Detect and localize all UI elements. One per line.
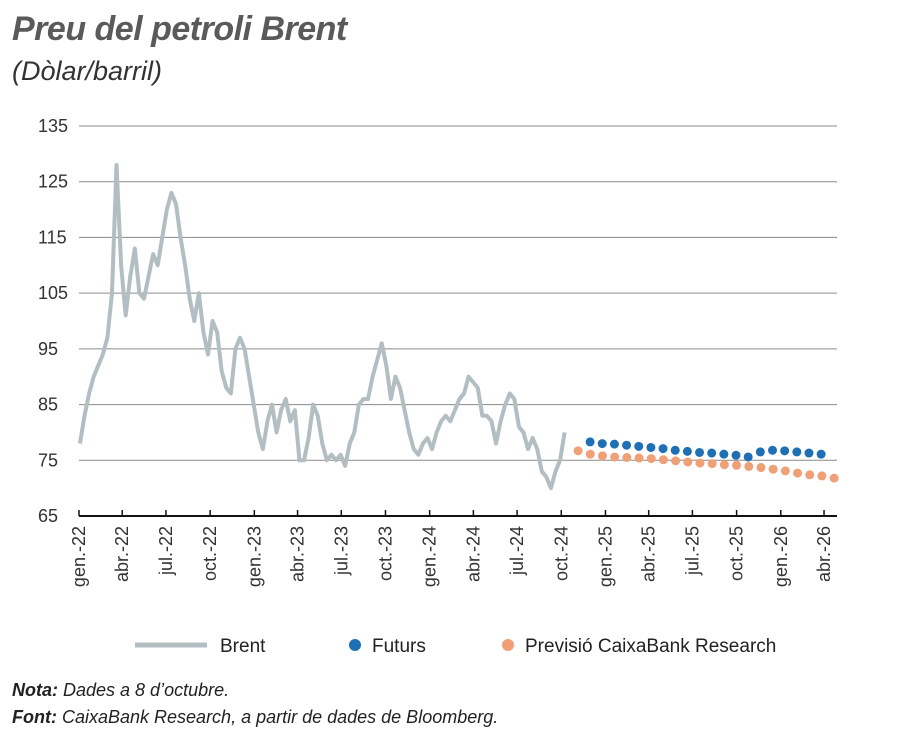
x-tick-label: gen.-24 <box>420 526 440 587</box>
series-point-previsio <box>793 468 803 478</box>
series-point-previsio <box>658 455 668 465</box>
series-point-previsio <box>671 456 681 466</box>
series-point-futurs <box>646 442 656 452</box>
series-point-futurs <box>622 440 632 450</box>
series-point-previsio <box>622 453 632 462</box>
series-point-futurs <box>816 449 826 459</box>
series-brent-line <box>77 163 567 491</box>
series-point-futurs <box>634 441 644 451</box>
source-text: CaixaBank Research, a partir de dades de… <box>56 707 499 727</box>
y-tick-label: 135 <box>38 116 68 136</box>
series-point-futurs <box>768 445 778 455</box>
series-point-previsio <box>817 471 827 481</box>
x-tick-label: abr.-26 <box>814 526 834 582</box>
series-point-futurs <box>682 446 692 456</box>
series-point-futurs <box>609 439 619 449</box>
x-tick-label: abr.-24 <box>463 526 483 582</box>
y-tick-label: 105 <box>38 283 68 303</box>
series-point-futurs <box>719 449 729 459</box>
series-point-futurs <box>804 448 814 458</box>
chart-title: Preu del petroli Brent <box>12 10 347 48</box>
series-point-previsio <box>707 459 717 469</box>
series-point-futurs <box>755 447 765 457</box>
x-tick-label: gen.-26 <box>771 526 791 587</box>
x-tick-label: gen.-23 <box>244 526 264 587</box>
series-point-previsio <box>756 463 766 473</box>
x-tick-label: jul.-24 <box>507 526 527 576</box>
series-point-futurs <box>585 437 595 447</box>
legend-label: Futurs <box>372 636 426 657</box>
source-label: Font: <box>12 707 57 727</box>
y-tick-label: 75 <box>38 450 58 470</box>
series-point-futurs <box>780 446 790 456</box>
y-tick-label: 85 <box>38 395 58 415</box>
series-point-previsio <box>573 446 583 456</box>
chart-subtitle: (Dòlar/barril) <box>12 56 163 86</box>
series-point-previsio <box>732 460 742 470</box>
source: Font: CaixaBank Research, a partir de da… <box>12 707 498 728</box>
x-tick-label: gen.-22 <box>69 526 89 587</box>
series-point-previsio <box>744 461 754 471</box>
series-point-futurs <box>707 448 717 458</box>
x-tick-label: abr.-22 <box>112 526 132 582</box>
x-tick-label: jul.-25 <box>682 526 702 576</box>
series-point-futurs <box>695 447 705 457</box>
series-point-previsio <box>597 451 607 461</box>
series-point-futurs <box>731 450 741 460</box>
series-point-futurs <box>792 447 802 457</box>
series-point-previsio <box>695 458 705 468</box>
series-point-futurs <box>743 452 753 462</box>
series-point-previsio <box>805 470 815 480</box>
legend-swatch-previsio <box>502 639 514 651</box>
x-tick-label: abr.-23 <box>288 526 308 582</box>
legend-label: Brent <box>220 636 266 657</box>
note-text: Dades a 8 d’octubre. <box>58 680 230 700</box>
series-point-previsio <box>719 460 729 470</box>
series-point-previsio <box>634 453 644 463</box>
note-label: Nota: <box>12 680 58 700</box>
series-point-previsio <box>683 457 693 467</box>
series-point-previsio <box>646 454 656 464</box>
x-tick-label: jul.-23 <box>331 526 351 576</box>
legend-swatch-futurs <box>349 639 361 651</box>
series-point-futurs <box>670 445 680 455</box>
series-point-previsio <box>829 473 839 483</box>
series-point-previsio <box>768 464 778 474</box>
y-tick-label: 115 <box>38 227 67 247</box>
series-point-previsio <box>610 452 620 462</box>
x-tick-label: oct.-24 <box>551 526 571 581</box>
x-tick-label: gen.-25 <box>595 526 615 587</box>
y-tick-label: 65 <box>38 506 58 526</box>
series-point-previsio <box>585 449 595 459</box>
legend-label: Previsió CaixaBank Research <box>525 636 776 657</box>
x-tick-label: jul.-22 <box>156 526 176 576</box>
x-tick-label: abr.-25 <box>639 526 659 582</box>
series-point-futurs <box>597 439 607 449</box>
y-tick-label: 95 <box>38 339 58 359</box>
note: Nota: Dades a 8 d’octubre. <box>12 680 229 701</box>
series-point-previsio <box>780 466 790 476</box>
y-tick-label: 125 <box>38 172 68 192</box>
x-tick-label: oct.-23 <box>375 526 395 581</box>
series-point-futurs <box>658 444 668 454</box>
x-tick-label: oct.-22 <box>200 526 220 581</box>
x-tick-label: oct.-25 <box>727 526 747 581</box>
